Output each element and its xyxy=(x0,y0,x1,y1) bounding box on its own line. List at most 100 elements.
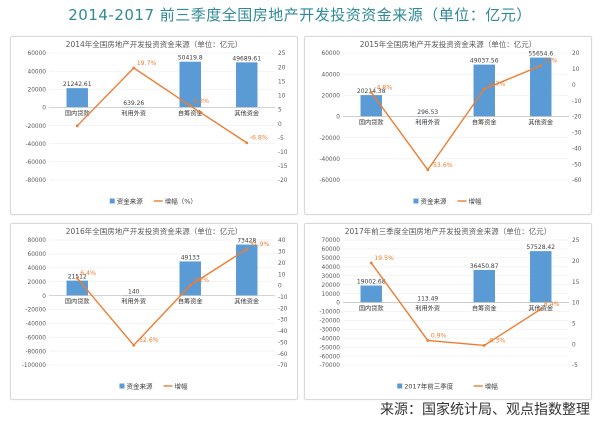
growth-point xyxy=(132,343,136,347)
y-right-tick-label: 30 xyxy=(278,250,286,256)
chart-svg: 2017年前三季度全国房地产开发投资资金来源（单位：亿元） -70000 -6000… xyxy=(319,226,580,391)
growth-value-label: 12% xyxy=(544,58,558,65)
bar xyxy=(236,244,258,296)
growth-value-label: 19.5% xyxy=(374,255,394,262)
growth-value-label: 0.2% xyxy=(193,277,209,284)
category-label: 利用外资 xyxy=(415,305,440,313)
y-right-tick-label: 0 xyxy=(278,284,282,290)
category-label: 国内贷款 xyxy=(359,119,384,127)
y-right-tick-label: -20 xyxy=(278,178,288,184)
category-label: 国内贷款 xyxy=(359,305,384,313)
bar-value-label: 49689.61 xyxy=(232,55,261,62)
growth-point xyxy=(482,87,486,91)
y-left-tick-label: -50000 xyxy=(319,345,340,351)
chart-panel-2015: 2015年全国房地产开发投资资金来源（单位：亿元） -60000 -40000 -20… xyxy=(304,36,592,215)
growth-point xyxy=(426,339,430,342)
growth-value-label: 0.9% xyxy=(431,332,447,339)
category-label: 其他资金 xyxy=(234,109,260,117)
legend-label: 资金来源 xyxy=(117,197,144,206)
chart-title: 2014年全国房地产开发投资资金来源（单位：亿元） xyxy=(66,39,243,49)
legend: 资金来源 增幅 xyxy=(413,197,483,206)
y-right-tick-label: -40 xyxy=(278,329,288,335)
y-right-tick-label: -40 xyxy=(572,146,582,152)
y-left-tick-label: 0 xyxy=(336,115,340,121)
growth-line xyxy=(76,248,248,347)
y-right-tick-label: 20 xyxy=(278,65,286,71)
legend-label: 增幅 xyxy=(469,197,483,206)
y-left-tick-label: 50000 xyxy=(322,256,341,262)
y-right-tick-label: -60 xyxy=(278,352,288,358)
y-right-tick-label: 15 xyxy=(278,79,286,85)
y-left-tick-label: 0 xyxy=(42,106,46,112)
y-left-tick-label: -100000 xyxy=(22,363,47,369)
bar xyxy=(236,62,258,108)
bar-value-label: 49037.56 xyxy=(470,58,499,65)
y-left-tick-label: 40000 xyxy=(322,265,341,271)
growth-point xyxy=(369,261,373,265)
category-label: 其他资金 xyxy=(234,298,260,306)
y-left-tick-label: -80000 xyxy=(25,178,46,184)
category-label: 自筹资金 xyxy=(472,305,498,313)
growth-point xyxy=(539,307,543,311)
y-left-tick-label: -60000 xyxy=(25,335,46,341)
y-right-tick-label: -20 xyxy=(572,115,582,121)
growth-point xyxy=(75,276,79,280)
y-left-tick-label: 20000 xyxy=(28,87,47,93)
y-left-tick-label: -20000 xyxy=(25,308,46,314)
growth-point xyxy=(369,90,373,94)
legend: 资金来源 增幅（%） xyxy=(109,197,197,206)
y-right-tick-label: 0 xyxy=(278,122,282,128)
y-left-tick-label: 60000 xyxy=(28,252,47,258)
bar-value-label: 113.49 xyxy=(417,295,438,302)
bar-value-label: 296.53 xyxy=(417,109,438,116)
bar xyxy=(473,64,495,117)
y-right-tick-label: -30 xyxy=(572,131,582,137)
legend-label: 增幅 xyxy=(175,382,189,391)
y-right-tick-label: -50 xyxy=(572,162,582,168)
y-right-tick-label: -70 xyxy=(278,363,288,369)
growth-line xyxy=(370,65,542,172)
y-left-tick-label: 60000 xyxy=(322,51,341,57)
y-left-tick-label: 80000 xyxy=(28,238,47,244)
legend-swatch-bar xyxy=(397,383,403,389)
growth-line xyxy=(76,67,248,144)
category-label: 自筹资金 xyxy=(178,109,204,117)
legend-swatch-bar xyxy=(119,383,125,389)
chart-panel-2016: 2016年全国房地产开发投资资金来源（单位：亿元） -100000 -80000 -6… xyxy=(10,223,298,400)
y-right-tick-label: 0 xyxy=(572,83,576,89)
bar xyxy=(360,95,382,117)
category-label: 自筹资金 xyxy=(472,119,498,127)
legend-label: 增幅（%） xyxy=(165,197,197,206)
category-label: 自筹资金 xyxy=(178,298,204,306)
legend-label: 增幅 xyxy=(485,382,499,391)
growth-line xyxy=(370,262,542,347)
y-left-tick-label: 60000 xyxy=(28,51,47,57)
category-label: 国内贷款 xyxy=(65,298,90,306)
y-left-tick-label: 60000 xyxy=(322,247,341,253)
y-left-tick-label: -30000 xyxy=(319,327,340,333)
growth-point xyxy=(75,124,79,128)
chart-title: 2016年全国房地产开发投资资金来源（单位：亿元） xyxy=(66,226,243,236)
bar-value-label: 140 xyxy=(128,288,140,295)
bar-value-label: 50419.8 xyxy=(178,55,203,62)
y-left-tick-label: 70000 xyxy=(322,238,341,244)
y-left-tick-label: 20000 xyxy=(28,280,47,286)
bar xyxy=(360,285,382,303)
y-right-tick-label: 5 xyxy=(572,322,576,328)
bar-value-label: 639.26 xyxy=(123,100,144,107)
bar-value-label: 49133 xyxy=(181,254,200,261)
bar-value-label: 57528.42 xyxy=(526,244,555,251)
y-left-tick-label: -80000 xyxy=(25,349,46,355)
bar-value-label: 21242.61 xyxy=(63,81,92,88)
growth-point xyxy=(132,66,136,70)
y-right-tick-label: 10 xyxy=(278,94,286,100)
growth-point xyxy=(426,168,430,172)
growth-value-label: 6.4% xyxy=(80,270,96,277)
legend-label: 2017年前三季度 xyxy=(404,382,454,391)
bar-value-label: 36450.87 xyxy=(470,263,499,270)
growth-value-label: -53.6% xyxy=(431,162,453,169)
bar xyxy=(179,261,201,296)
chart-panel-2014: 2014年全国房地产开发投资资金来源（单位：亿元） -80000 -60000 -40… xyxy=(10,36,298,215)
y-right-tick-label: 15 xyxy=(572,280,580,286)
y-right-tick-label: -10 xyxy=(278,150,288,156)
